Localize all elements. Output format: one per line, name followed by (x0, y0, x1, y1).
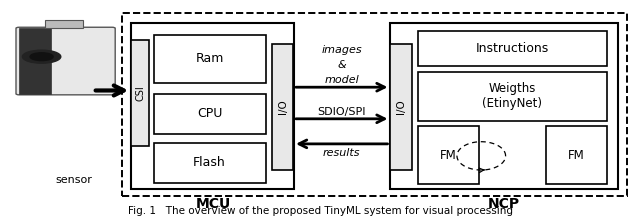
Bar (272, 44, 293, 170)
Text: Weigths
(EtinyNet): Weigths (EtinyNet) (483, 82, 542, 111)
Text: Fig. 1   The overview of the proposed TinyML system for visual processing: Fig. 1 The overview of the proposed Tiny… (127, 206, 513, 216)
Text: I/O: I/O (278, 99, 287, 114)
Bar (418, 31, 607, 66)
Text: I/O: I/O (396, 99, 406, 114)
Circle shape (22, 50, 61, 63)
Text: images: images (321, 45, 362, 55)
Text: model: model (324, 75, 359, 85)
Bar (546, 126, 607, 184)
Bar (154, 94, 266, 134)
Text: FM: FM (568, 149, 585, 162)
Text: CSI: CSI (135, 85, 145, 101)
Bar (390, 23, 618, 189)
Bar (131, 40, 149, 146)
Text: Ram: Ram (195, 52, 224, 65)
Text: NCP: NCP (488, 197, 520, 211)
FancyBboxPatch shape (16, 27, 115, 95)
FancyBboxPatch shape (19, 28, 51, 94)
Text: sensor: sensor (55, 175, 92, 185)
Text: Instructions: Instructions (476, 42, 549, 55)
Text: Flash: Flash (193, 157, 226, 169)
Text: results: results (323, 148, 360, 158)
Bar (131, 23, 294, 189)
Text: FM: FM (440, 149, 457, 162)
Bar (154, 35, 266, 83)
Text: CPU: CPU (197, 107, 222, 120)
Text: &: & (337, 60, 346, 70)
Bar (390, 44, 412, 170)
Bar (418, 72, 607, 121)
Bar (418, 126, 479, 184)
Bar (122, 13, 627, 196)
Circle shape (30, 53, 53, 61)
Bar (45, 20, 83, 28)
Text: MCU: MCU (195, 197, 231, 211)
Bar (154, 143, 266, 183)
Text: SDIO/SPI: SDIO/SPI (317, 107, 366, 117)
